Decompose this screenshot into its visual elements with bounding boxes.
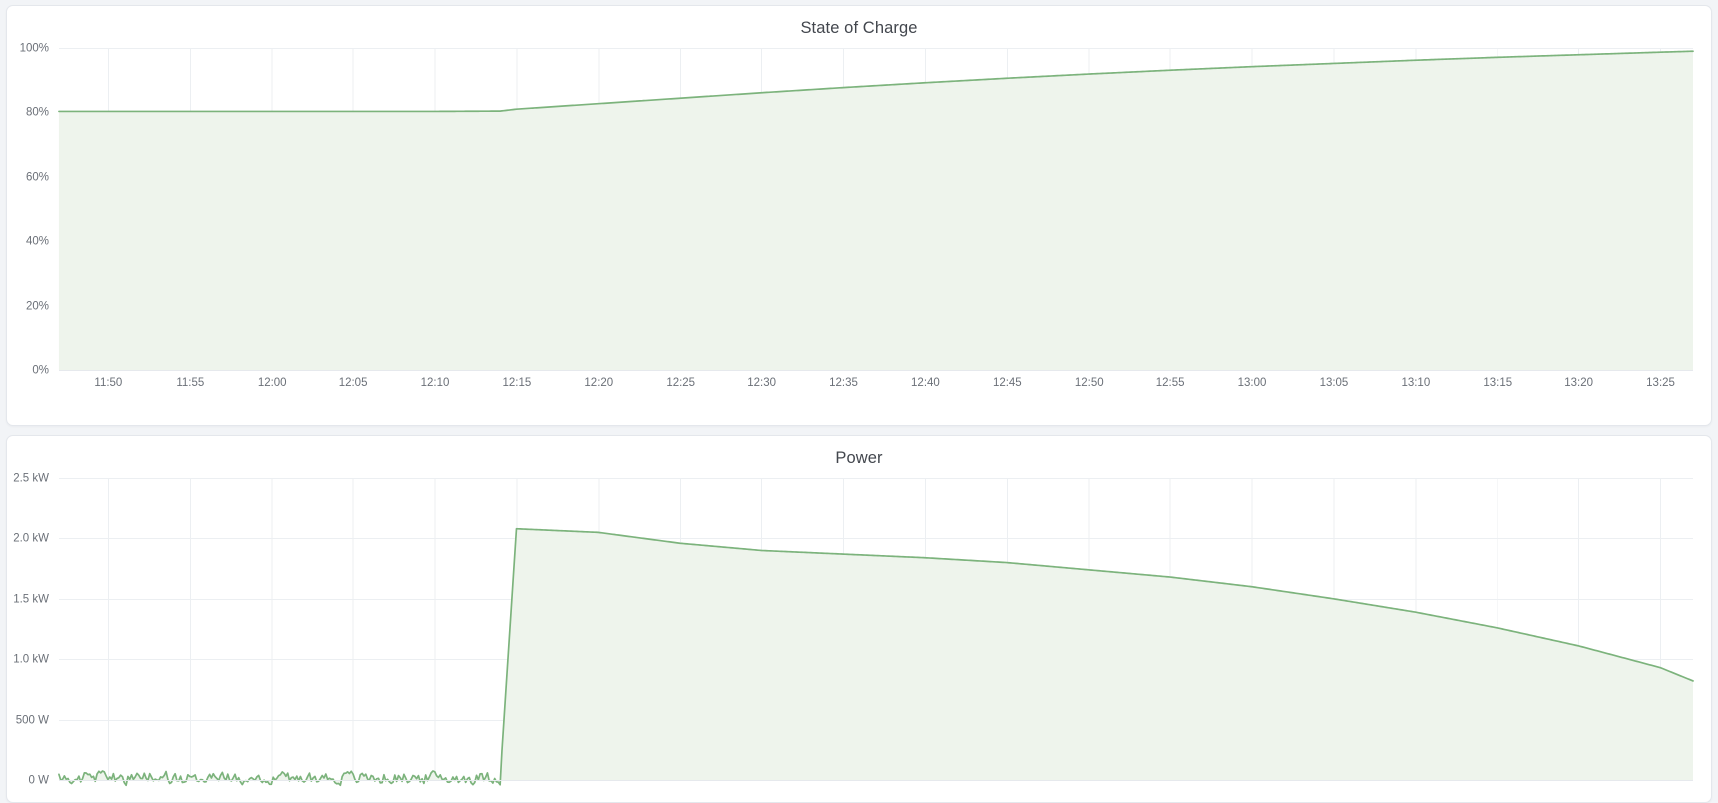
x-axis-tick-label: 12:05 <box>339 377 368 389</box>
y-axis-tick-label: 80% <box>26 107 49 119</box>
chart-plot-state-of-charge[interactable]: 0% 20% 40% 60% 80% 100% 11:50 11:55 12:00 12:05 12… <box>7 38 1711 410</box>
y-axis-tick-label: 1.0 kW <box>13 654 49 666</box>
chart-card-state-of-charge[interactable]: State of Charge 0% 20% 40% 60% 80% 100% 11:50 1… <box>6 5 1712 426</box>
x-axis-tick-label: 13:20 <box>1564 377 1593 389</box>
x-axis-tick-label: 12:30 <box>747 377 776 389</box>
x-axis-tick-label: 13:05 <box>1320 377 1349 389</box>
y-axis-tick-label: 1.5 kW <box>13 594 49 606</box>
x-axis-tick-label: 12:25 <box>666 377 695 389</box>
series-line <box>58 527 1694 787</box>
series-line <box>58 50 1694 113</box>
chart-title-state-of-charge: State of Charge <box>800 19 918 37</box>
x-axis-tick-label: 13:25 <box>1646 377 1675 389</box>
y-axis-tick-label: 100% <box>20 43 49 55</box>
x-axis-tick-label: 12:50 <box>1075 377 1104 389</box>
x-axis-tick-label: 12:00 <box>258 377 287 389</box>
y-axis-tick-label: 40% <box>26 236 49 248</box>
x-axis-tick-label: 13:15 <box>1483 377 1512 389</box>
chart-plot-power[interactable]: 0 W 500 W 1.0 kW 1.5 kW 2.0 kW 2.5 kW <box>7 468 1711 788</box>
x-axis-tick-label: 12:20 <box>584 377 613 389</box>
chart-card-power[interactable]: Power 0 W 500 W 1.0 kW 1.5 kW 2.0 kW 2.5 kW <box>6 435 1712 803</box>
x-axis-tick-label: 13:00 <box>1238 377 1267 389</box>
y-axis-tick-label: 500 W <box>16 715 49 727</box>
y-axis-tick-label: 60% <box>26 172 49 184</box>
x-axis-tick-label: 11:55 <box>176 377 204 389</box>
x-axis-tick-label: 12:55 <box>1156 377 1185 389</box>
y-axis-tick-label: 0 W <box>29 775 50 787</box>
y-axis-tick-label: 20% <box>26 301 49 313</box>
y-axis-tick-label: 0% <box>32 365 49 377</box>
x-axis-tick-label: 12:10 <box>421 377 450 389</box>
x-axis-tick-label: 12:45 <box>993 377 1022 389</box>
x-axis-tick-label: 11:50 <box>94 377 122 389</box>
power-svg: 0 W 500 W 1.0 kW 1.5 kW 2.0 kW 2.5 kW <box>13 473 1694 787</box>
x-axis-tick-label: 12:15 <box>503 377 532 389</box>
y-axis-tick-label: 2.0 kW <box>13 533 49 545</box>
chart-title-power: Power <box>835 449 883 467</box>
x-axis-tick-label: 13:10 <box>1401 377 1430 389</box>
series-area-fill <box>58 528 1694 786</box>
x-axis-tick-label: 12:40 <box>911 377 940 389</box>
x-axis-tick-label: 12:35 <box>829 377 858 389</box>
state-of-charge-svg: 0% 20% 40% 60% 80% 100% 11:50 11:55 12:00 12:05 12… <box>20 43 1694 389</box>
y-axis-tick-label: 2.5 kW <box>13 473 49 485</box>
series-area-fill <box>58 51 1694 370</box>
